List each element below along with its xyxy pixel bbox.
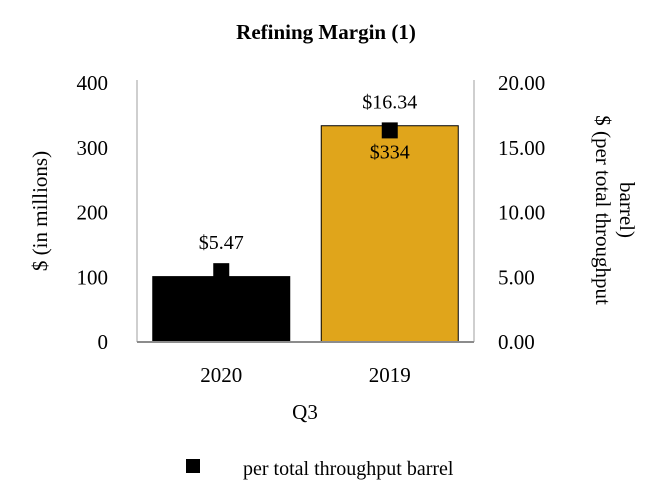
markers-layer bbox=[213, 122, 398, 280]
y-axis-title: $ (in millions) bbox=[28, 151, 52, 271]
labels-layer: $101 $5.47 $334 $16.34 bbox=[199, 91, 418, 314]
marker-2019 bbox=[381, 122, 398, 139]
y-tick-label-200: 200 bbox=[77, 201, 109, 225]
y-tick-label-0: 0 bbox=[98, 330, 109, 354]
bars-layer bbox=[152, 125, 459, 343]
bar-value-label-2020: $101 bbox=[201, 293, 241, 315]
marker-value-label-2020: $5.47 bbox=[199, 232, 244, 254]
y2-tick-label-5.00: 5.00 bbox=[498, 265, 535, 289]
chart-title: Refining Margin (1) bbox=[236, 20, 416, 44]
y2-tick-label-0.00: 0.00 bbox=[498, 330, 535, 354]
x-tick-label-2019: 2019 bbox=[369, 363, 411, 387]
y2-tick-label-10.00: 10.00 bbox=[498, 201, 545, 225]
marker-2020 bbox=[213, 263, 230, 280]
legend: per total throughput barrel bbox=[186, 458, 454, 480]
legend-label: per total throughput barrel bbox=[243, 458, 454, 480]
y-tick-label-300: 300 bbox=[77, 136, 109, 160]
y2-axis-title-line-1: $ (per total throughput bbox=[591, 115, 615, 305]
x-axis-title: Q3 bbox=[292, 400, 318, 424]
y2-axis-title-line-2: barrel) bbox=[615, 182, 639, 238]
bar-value-label-2019: $334 bbox=[370, 142, 410, 164]
x-tick-label-2020: 2020 bbox=[200, 363, 242, 387]
y2-tick-label-15.00: 15.00 bbox=[498, 136, 545, 160]
marker-value-label-2019: $16.34 bbox=[362, 91, 417, 113]
right-axis-ticks: 0.00 5.00 10.00 15.00 20.00 bbox=[498, 71, 545, 354]
x-axis-ticks: 2020 2019 bbox=[200, 363, 411, 387]
left-axis-ticks: 0 100 200 300 400 bbox=[77, 71, 109, 354]
bar-2019 bbox=[320, 125, 459, 343]
y2-tick-label-20.00: 20.00 bbox=[498, 71, 545, 95]
y-tick-label-100: 100 bbox=[77, 265, 109, 289]
y2-axis-title: $ (per total throughput barrel) bbox=[591, 115, 639, 305]
bar-2020 bbox=[152, 276, 291, 343]
legend-marker-swatch bbox=[186, 459, 200, 473]
y-tick-label-400: 400 bbox=[77, 71, 109, 95]
